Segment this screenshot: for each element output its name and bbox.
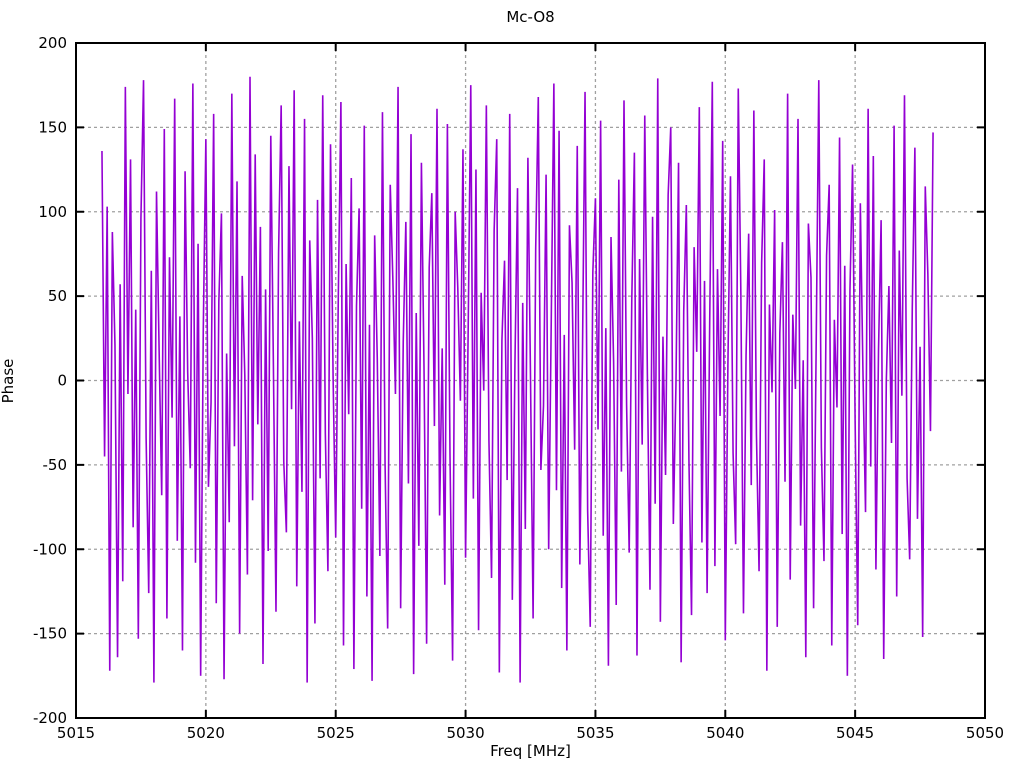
y-tick-label: -50 (43, 456, 68, 474)
x-tick-label: 5025 (317, 724, 355, 742)
x-tick-label: 5035 (576, 724, 614, 742)
x-axis-label: Freq [MHz] (490, 742, 571, 760)
chart-title: Mc-O8 (506, 8, 555, 26)
y-tick-label: -100 (33, 540, 67, 558)
x-tick-label: 5015 (57, 724, 95, 742)
y-tick-label: 50 (48, 287, 67, 305)
x-tick-label: 5045 (836, 724, 874, 742)
x-tick-label: 5020 (187, 724, 225, 742)
y-tick-label: -200 (33, 709, 67, 727)
data-line (101, 76, 934, 683)
y-tick-label: 150 (38, 118, 67, 136)
x-tick-label: 5050 (966, 724, 1004, 742)
x-tick-label: 5030 (446, 724, 484, 742)
x-tick-label: 5040 (706, 724, 744, 742)
y-tick-label: 100 (38, 203, 67, 221)
y-tick-label: 0 (57, 372, 67, 390)
y-axis-label: Phase (0, 358, 17, 404)
y-tick-label: -150 (33, 625, 67, 643)
y-tick-label: 200 (38, 34, 67, 52)
